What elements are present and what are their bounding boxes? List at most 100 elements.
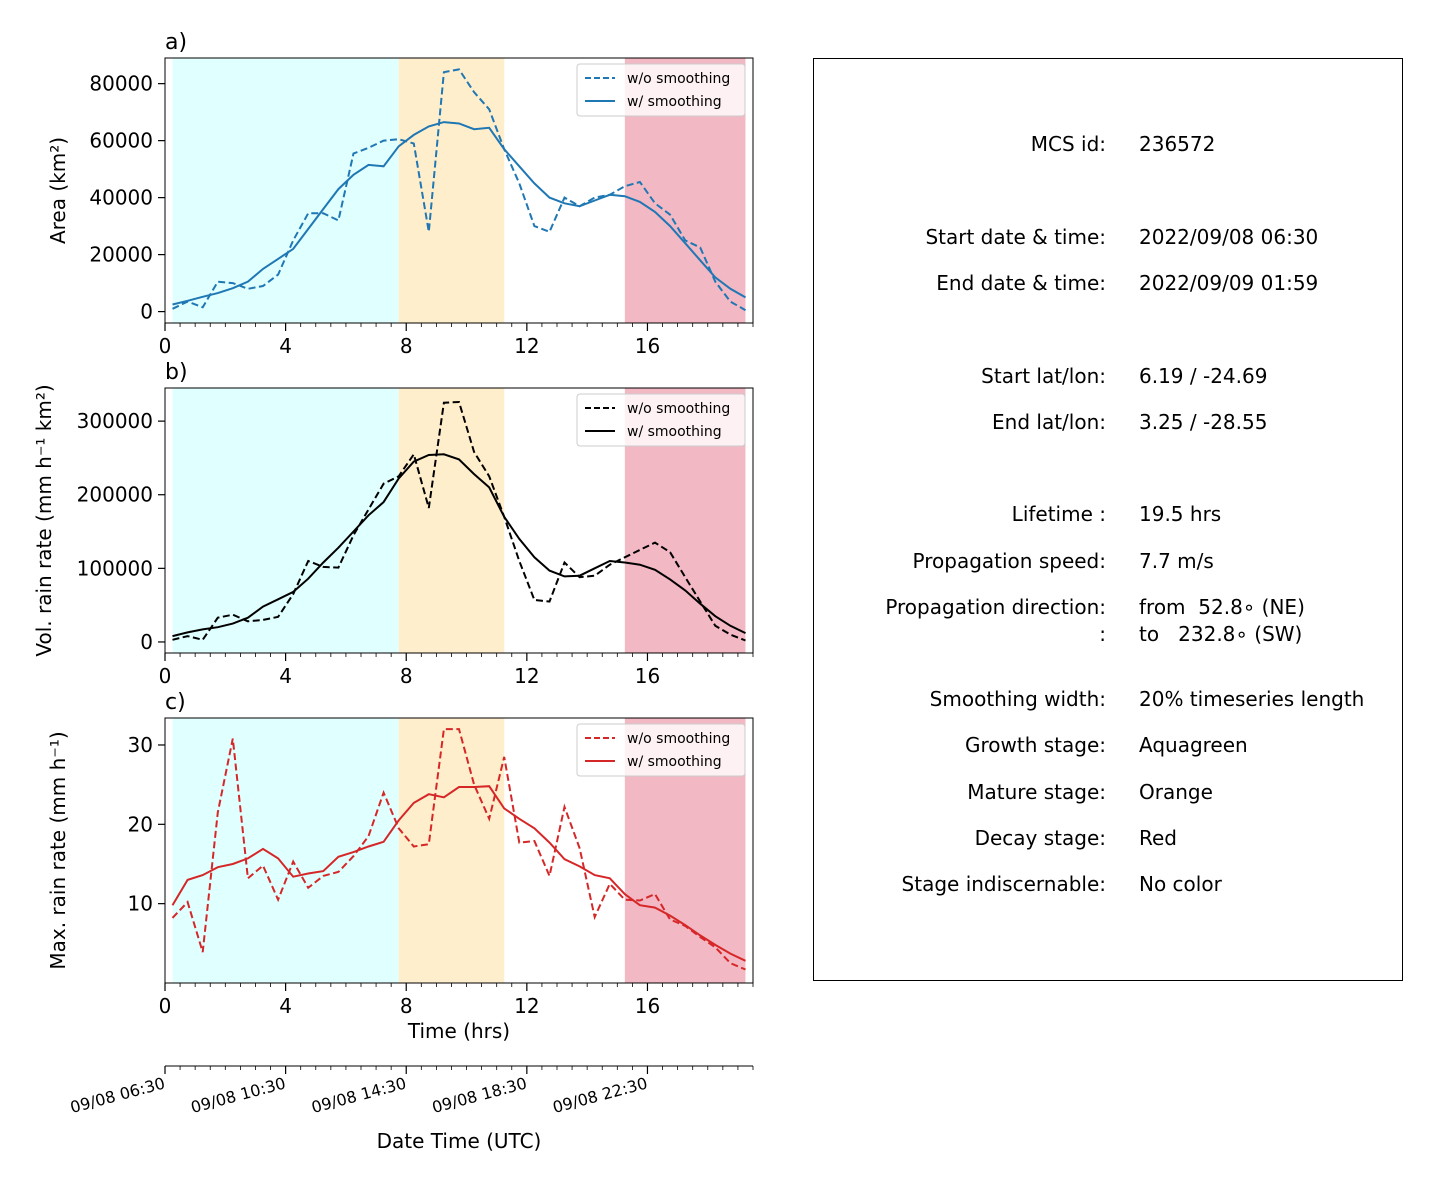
y-axis-label: Vol. rain rate (mm h⁻¹ km²): [32, 384, 56, 656]
x-tick-label: 12: [514, 334, 539, 358]
info-label-prop-speed: Propagation speed:: [912, 549, 1106, 573]
smoothed-series-line: [171, 785, 746, 962]
legend: w/o smoothing w/ smoothing: [576, 723, 746, 777]
x-tick-label: 8: [400, 334, 413, 358]
panel-a: 0 4 8 12 16 0 20000 40000 60000 80000 Area (km²) a)…: [46, 30, 754, 358]
x-tick-label: 16: [635, 334, 660, 358]
info-value-lifetime: 19.5 hrs: [1139, 502, 1222, 526]
info-value-growth-stage: Aquagreen: [1139, 733, 1248, 757]
legend-box: [576, 393, 746, 447]
mature-stage-band: [398, 388, 505, 653]
y-axis-label: Area (km²): [46, 137, 70, 244]
x-tick-label: 0: [159, 994, 172, 1018]
info-value-mature-stage: Orange: [1139, 780, 1213, 804]
info-value-decay-stage: Red: [1139, 826, 1177, 850]
datetime-tick-label: 09/08 22:30: [551, 1074, 650, 1118]
info-value-prop-direction-to: to 232.8∘ (SW): [1139, 622, 1303, 646]
y-tick-label: 300000: [77, 409, 153, 433]
info-label-mature-stage: Mature stage:: [967, 780, 1106, 804]
datetime-tick-label: 09/08 18:30: [430, 1074, 529, 1118]
y-tick-label: 10: [128, 892, 153, 916]
x-tick-label: 12: [514, 994, 539, 1018]
x-tick-label: 0: [159, 334, 172, 358]
datetime-tick-label: 09/08 14:30: [309, 1074, 408, 1118]
smoothed-series-line: [172, 121, 746, 306]
x-axis-label: Time (hrs): [407, 1019, 510, 1043]
info-label-prop-direction: Propagation direction:: [885, 595, 1106, 619]
info-value-end-time: 2022/09/09 01:59: [1139, 271, 1319, 295]
info-value-mcs-id: 236572: [1139, 132, 1216, 156]
raw-series-line: [171, 728, 746, 971]
plot-frame: [164, 387, 754, 654]
panel-label: a): [165, 30, 187, 55]
y-tick-label: 200000: [77, 483, 153, 507]
y-tick-label: 0: [140, 630, 153, 654]
y-tick-label: 60000: [89, 129, 153, 153]
info-label-prop-direction-cont: :: [1099, 622, 1106, 646]
x-tick-label: 4: [279, 994, 292, 1018]
info-value-prop-speed: 7.7 m/s: [1139, 549, 1214, 573]
plot-frame: [164, 57, 754, 324]
y-tick-label: 40000: [89, 186, 153, 210]
y-tick-label: 100000: [77, 556, 153, 580]
legend-raw-label: w/o smoothing: [627, 71, 730, 87]
x-tick-label: 16: [635, 994, 660, 1018]
panel-c: 0 4 8 12 16 10 20 30 Max. rain rate (mm h⁻¹) c) w/…: [46, 690, 754, 1043]
info-value-prop-direction-from: from 52.8∘ (NE): [1139, 595, 1305, 619]
info-label-start-time: Start date & time:: [925, 225, 1106, 249]
y-tick-label: 80000: [89, 72, 153, 96]
info-label-mcs-id: MCS id:: [1030, 132, 1106, 156]
legend-raw-label: w/o smoothing: [627, 401, 730, 417]
y-tick-label: 20000: [89, 243, 153, 267]
panel-label: c): [165, 690, 186, 715]
plot-frame: [164, 717, 754, 984]
mature-stage-band: [398, 58, 505, 323]
smoothed-series-line: [172, 453, 746, 638]
x-tick-label: 0: [159, 664, 172, 688]
info-value-stage-indiscernable: No color: [1139, 872, 1222, 896]
y-tick-label: 30: [128, 733, 153, 757]
x-tick-label: 4: [279, 334, 292, 358]
legend-raw-label: w/o smoothing: [627, 731, 730, 747]
x-tick-label: 8: [400, 664, 413, 688]
info-label-end-latlon: End lat/lon:: [992, 410, 1106, 434]
growth-stage-band: [172, 58, 399, 323]
y-axis-label: Max. rain rate (mm h⁻¹): [46, 731, 70, 969]
y-tick-label: 0: [140, 300, 153, 324]
panel-label: b): [165, 360, 188, 385]
y-tick-label: 20: [128, 812, 153, 836]
info-label-start-latlon: Start lat/lon:: [981, 364, 1106, 388]
mcs-info-panel: MCS id: 236572 Start date & time: 2022/0…: [813, 58, 1403, 981]
info-value-start-time: 2022/09/08 06:30: [1139, 225, 1319, 249]
info-value-smoothing-width: 20% timeseries length: [1139, 687, 1365, 711]
info-label-lifetime: Lifetime :: [1011, 502, 1106, 526]
info-label-end-time: End date & time:: [936, 271, 1106, 295]
info-label-growth-stage: Growth stage:: [964, 733, 1106, 757]
x-tick-label: 16: [635, 664, 660, 688]
info-label-decay-stage: Decay stage:: [974, 826, 1106, 850]
growth-stage-band: [172, 718, 399, 983]
legend: w/o smoothing w/ smoothing: [576, 393, 746, 447]
datetime-tick-label: 09/08 10:30: [189, 1074, 288, 1118]
datetime-axis: 09/08 06:30 09/08 10:30 09/08 14:30 09/08 1…: [68, 1065, 754, 1153]
legend-smooth-label: w/ smoothing: [627, 754, 722, 770]
raw-series-line: [172, 400, 746, 642]
info-value-start-latlon: 6.19 / -24.69: [1139, 364, 1268, 388]
legend-smooth-label: w/ smoothing: [627, 94, 722, 110]
x-tick-label: 12: [514, 664, 539, 688]
x-tick-label: 4: [279, 664, 292, 688]
legend-smooth-label: w/ smoothing: [627, 424, 722, 440]
legend-box: [576, 723, 746, 777]
info-label-stage-indiscernable: Stage indiscernable:: [901, 872, 1106, 896]
raw-series-line: [172, 68, 746, 312]
panel-b: 0 4 8 12 16 0 100000 200000 300000 Vol. rain rate…: [32, 360, 754, 688]
datetime-axis-label: Date Time (UTC): [377, 1129, 542, 1153]
x-tick-label: 8: [400, 994, 413, 1018]
info-value-end-latlon: 3.25 / -28.55: [1139, 410, 1268, 434]
legend-box: [576, 63, 746, 117]
mature-stage-band: [398, 718, 505, 983]
legend: w/o smoothing w/ smoothing: [576, 63, 746, 117]
info-label-smoothing-width: Smoothing width:: [929, 687, 1106, 711]
datetime-tick-label: 09/08 06:30: [68, 1074, 167, 1118]
